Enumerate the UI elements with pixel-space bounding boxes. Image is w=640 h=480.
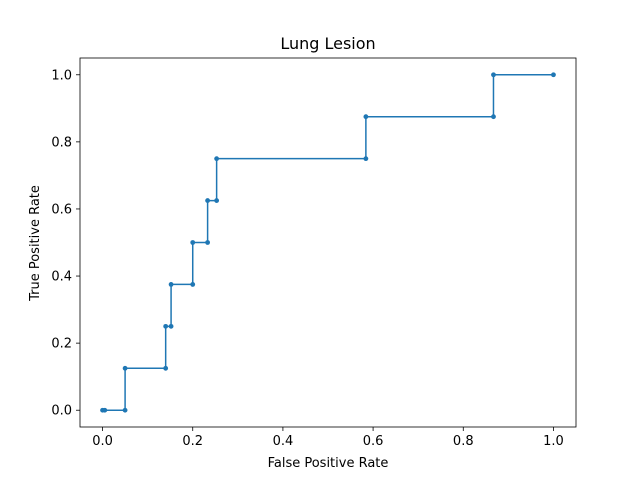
plot-area xyxy=(100,72,556,413)
roc-point xyxy=(122,407,128,413)
roc-point xyxy=(205,240,211,245)
x-tick-label: 0.2 xyxy=(182,434,203,449)
axes-frame xyxy=(79,57,577,428)
roc-point xyxy=(214,198,220,203)
y-tick-label: 1.0 xyxy=(51,68,72,83)
y-tick-label: 0.6 xyxy=(51,202,72,217)
roc-point xyxy=(190,240,196,245)
x-tick-label: 0.4 xyxy=(273,434,294,449)
roc-point xyxy=(551,72,556,78)
y-axis-label: True Positive Rate xyxy=(28,185,43,302)
y-tick-label: 0.4 xyxy=(51,270,72,285)
roc-point xyxy=(122,365,128,371)
x-axis-label: False Positive Rate xyxy=(268,456,389,471)
roc-point xyxy=(491,114,496,120)
roc-point xyxy=(163,365,169,371)
roc-point xyxy=(102,407,108,413)
roc-point xyxy=(214,156,220,162)
roc-point xyxy=(168,323,174,329)
x-tick-label: 0.0 xyxy=(92,434,113,449)
y-axis-ticks: 0.0 0.2 0.4 0.6 0.8 1.0 xyxy=(51,68,80,419)
y-tick-label: 0.8 xyxy=(51,135,72,150)
y-tick-label: 0.2 xyxy=(51,337,72,352)
y-tick-label: 0.0 xyxy=(51,404,72,419)
roc-point xyxy=(491,72,496,78)
roc-curve-line xyxy=(101,74,555,411)
roc-point xyxy=(363,156,369,162)
x-tick-label: 1.0 xyxy=(543,434,564,449)
x-tick-label: 0.6 xyxy=(363,434,384,449)
x-tick-label: 0.8 xyxy=(453,434,474,449)
chart-title: Lung Lesion xyxy=(280,34,375,53)
roc-curve-points xyxy=(100,72,556,413)
roc-point xyxy=(190,282,196,287)
x-axis-ticks: 0.0 0.2 0.4 0.6 0.8 1.0 xyxy=(92,427,564,449)
roc-point xyxy=(168,282,174,287)
roc-point xyxy=(205,198,211,203)
roc-point xyxy=(363,114,369,120)
roc-point xyxy=(163,323,169,329)
